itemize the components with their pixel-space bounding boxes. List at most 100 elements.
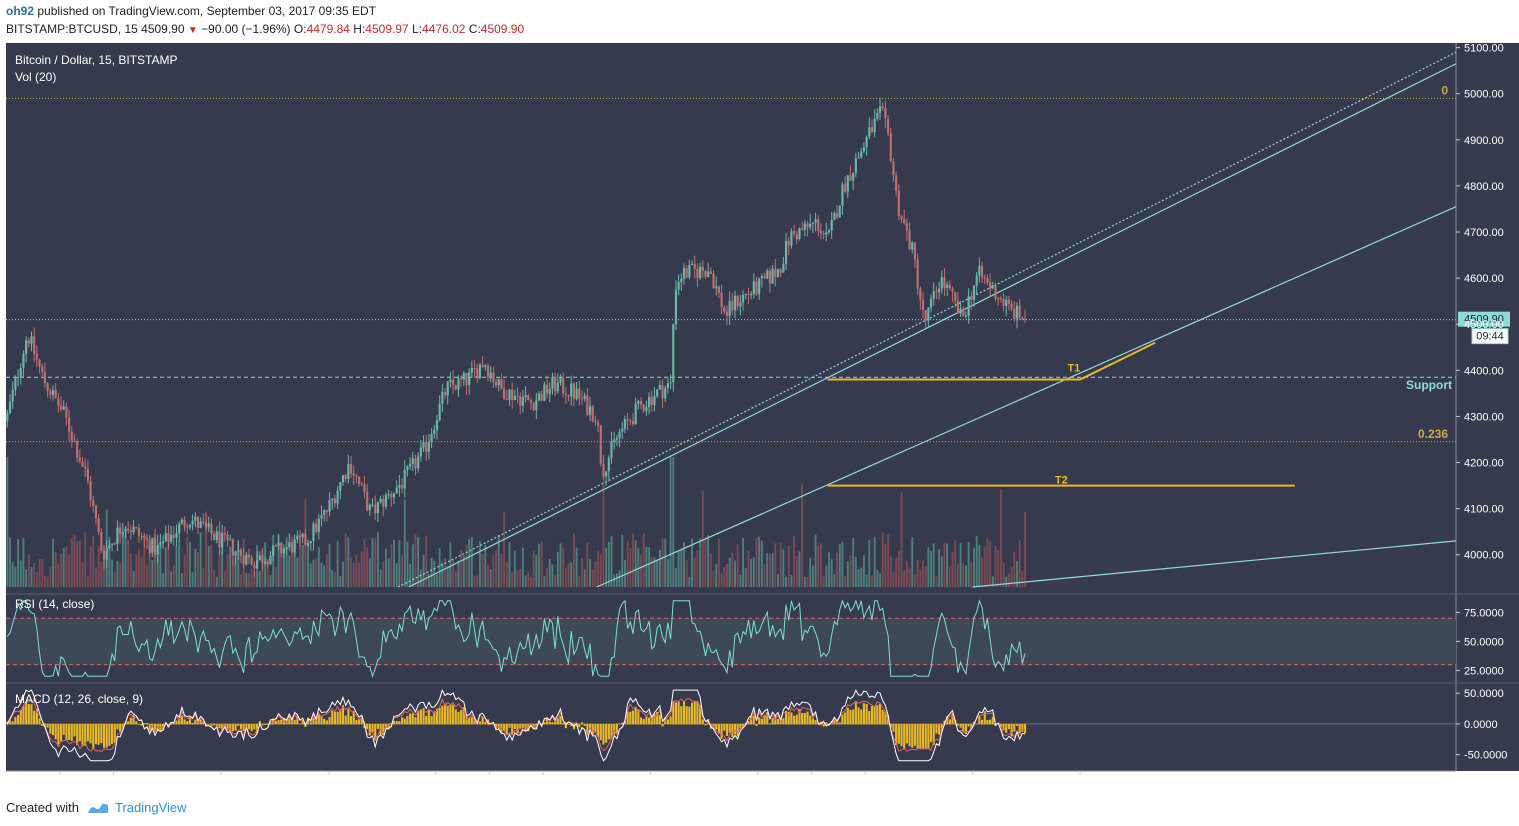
volume-bar bbox=[519, 568, 522, 587]
candle-body bbox=[384, 494, 388, 507]
volume-bar bbox=[339, 576, 342, 587]
candle-body bbox=[339, 482, 342, 491]
macd-histogram-bar bbox=[763, 714, 766, 725]
candle-body bbox=[153, 537, 157, 556]
volume-bar bbox=[89, 546, 92, 587]
candle-body bbox=[242, 556, 245, 565]
macd-histogram-bar bbox=[46, 723, 49, 728]
volume-bar bbox=[22, 537, 25, 587]
candle-body bbox=[1007, 299, 1010, 304]
volume-bar bbox=[1016, 561, 1018, 587]
candle-body bbox=[983, 277, 986, 279]
macd-histogram-bar bbox=[545, 717, 549, 725]
candle-body bbox=[229, 539, 232, 541]
trendline bbox=[596, 206, 1457, 588]
candle-body bbox=[650, 396, 653, 405]
candle-body bbox=[239, 549, 243, 557]
macd-histogram-bar bbox=[656, 711, 659, 725]
volume-bar bbox=[599, 554, 602, 587]
volume-bar bbox=[11, 561, 14, 587]
volume-bar bbox=[172, 564, 175, 587]
macd-histogram-bar bbox=[986, 719, 989, 725]
candle-body bbox=[473, 367, 476, 369]
macd-histogram-bar bbox=[989, 719, 992, 725]
volume-bar bbox=[720, 573, 723, 587]
volume-bar bbox=[508, 541, 511, 587]
candle-body bbox=[551, 376, 554, 390]
candle-body bbox=[835, 213, 839, 218]
candle-body bbox=[742, 294, 745, 303]
volume-bar bbox=[881, 532, 884, 587]
volume-bar bbox=[978, 545, 981, 587]
macd-histogram-bar bbox=[266, 723, 269, 725]
volume-bar bbox=[78, 540, 81, 587]
candle-body bbox=[221, 532, 224, 548]
volume-bar bbox=[183, 554, 186, 587]
candle-body bbox=[178, 523, 181, 534]
candle-body bbox=[980, 265, 984, 278]
macd-histogram-bar bbox=[344, 715, 347, 725]
candle-body bbox=[959, 308, 962, 314]
candle-body bbox=[376, 502, 379, 514]
volume-bar bbox=[640, 554, 642, 587]
volume-bar bbox=[965, 565, 967, 587]
volume-bar bbox=[860, 567, 863, 587]
time-tick-label: 18 bbox=[54, 777, 66, 789]
volume-bar bbox=[919, 569, 922, 587]
candle-body bbox=[994, 285, 997, 299]
candle-body bbox=[382, 498, 385, 507]
candle-body bbox=[119, 527, 122, 534]
volume-bar bbox=[116, 561, 119, 587]
high-label: H: bbox=[353, 22, 366, 36]
volume-bar bbox=[747, 550, 750, 587]
volume-bar bbox=[989, 541, 992, 587]
candle-body bbox=[478, 364, 482, 378]
volume-bar bbox=[245, 573, 248, 587]
price-axis-background[interactable] bbox=[1456, 43, 1519, 771]
volume-bar bbox=[734, 560, 736, 587]
volume-bar bbox=[213, 569, 216, 587]
tradingview-link[interactable]: TradingView bbox=[87, 800, 187, 815]
candle-body bbox=[540, 393, 543, 401]
macd-histogram-bar bbox=[503, 723, 506, 731]
volume-bar bbox=[73, 534, 76, 587]
volume-bar bbox=[892, 572, 895, 587]
candle-body bbox=[946, 284, 949, 288]
volume-bar bbox=[159, 541, 162, 587]
macd-histogram-bar bbox=[685, 706, 688, 725]
macd-histogram-bar bbox=[758, 717, 761, 725]
created-with-label: Created with bbox=[6, 800, 79, 815]
candle-body bbox=[688, 264, 691, 278]
volume-bar bbox=[546, 568, 549, 587]
tradingview-logo-icon bbox=[87, 803, 108, 813]
volume-bar bbox=[258, 570, 261, 587]
candle-body bbox=[852, 172, 855, 181]
volume-bar bbox=[1010, 566, 1013, 587]
volume-bar bbox=[554, 574, 557, 587]
rsi-line bbox=[6, 599, 1026, 678]
volume-bar bbox=[795, 556, 798, 587]
macd-histogram-bar bbox=[715, 723, 718, 730]
macd-histogram-bar bbox=[119, 723, 122, 733]
volume-bar bbox=[532, 551, 535, 587]
macd-histogram-bar bbox=[315, 720, 318, 725]
author-name[interactable]: oh92 bbox=[6, 4, 35, 18]
candle-body bbox=[623, 418, 627, 429]
macd-histogram-bar bbox=[73, 723, 76, 737]
candle-body bbox=[1005, 299, 1008, 306]
last-price-tag bbox=[1458, 311, 1510, 327]
chart-canvas[interactable]: 0 0.236 Support T1 T2 4509.90 09:44 5100.00 50… bbox=[0, 0, 1519, 800]
candle-body bbox=[545, 384, 549, 394]
volume-bar bbox=[790, 574, 793, 587]
candle-body bbox=[658, 385, 661, 390]
candle-body bbox=[8, 401, 12, 413]
candle-body bbox=[19, 367, 22, 378]
candle-body bbox=[1023, 318, 1027, 320]
volume-bar bbox=[801, 483, 804, 587]
candle-body bbox=[921, 299, 925, 311]
volume-bar bbox=[707, 535, 710, 587]
macd-histogram-bar bbox=[478, 721, 482, 725]
time-tick-label: 25 bbox=[430, 777, 442, 789]
candle-body bbox=[307, 543, 310, 546]
macd-histogram-bar bbox=[27, 703, 30, 725]
